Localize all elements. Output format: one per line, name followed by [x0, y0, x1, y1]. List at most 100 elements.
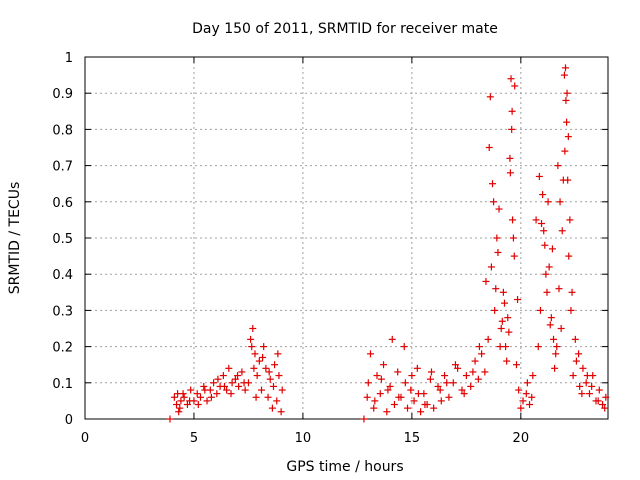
data-point — [566, 216, 574, 224]
data-point — [408, 372, 416, 380]
data-point — [219, 372, 227, 380]
data-point — [179, 390, 187, 398]
data-point — [380, 361, 388, 369]
data-point — [554, 162, 562, 170]
data-point — [512, 361, 520, 369]
data-point — [363, 393, 371, 401]
data-point — [556, 198, 564, 206]
data-point — [475, 343, 483, 351]
data-point — [486, 93, 494, 101]
data-point — [494, 248, 502, 256]
data-point — [258, 386, 266, 394]
data-point — [467, 382, 475, 390]
data-point — [500, 299, 508, 307]
data-point — [504, 314, 512, 322]
data-point — [183, 401, 191, 409]
data-point — [585, 390, 593, 398]
data-point — [594, 397, 602, 405]
data-point — [194, 401, 202, 409]
data-point — [426, 375, 434, 383]
data-point — [166, 415, 174, 423]
data-point — [170, 393, 178, 401]
data-point — [487, 263, 495, 271]
data-point — [568, 288, 576, 296]
data-point — [508, 125, 516, 133]
data-point — [228, 379, 236, 387]
data-point — [366, 350, 374, 358]
data-point — [493, 234, 501, 242]
x-axis-label: GPS time / hours — [286, 459, 403, 475]
data-point — [571, 335, 579, 343]
data-point — [538, 220, 546, 228]
data-point — [481, 368, 489, 376]
data-point — [558, 227, 566, 235]
data-point — [509, 216, 517, 224]
data-point — [528, 393, 536, 401]
data-point — [449, 379, 457, 387]
data-point — [484, 335, 492, 343]
data-point — [250, 364, 258, 372]
x-tick-label: 20 — [513, 431, 530, 446]
data-point — [523, 379, 531, 387]
y-tick-label: 0.9 — [52, 87, 73, 102]
data-point — [275, 372, 283, 380]
data-point — [395, 393, 403, 401]
data-point — [588, 382, 596, 390]
data-point — [495, 205, 503, 213]
data-point — [180, 393, 188, 401]
data-point — [175, 408, 183, 416]
data-point — [177, 397, 185, 405]
data-point — [542, 270, 550, 278]
data-point — [434, 382, 442, 390]
data-point — [384, 386, 392, 394]
y-tick-label: 0.1 — [52, 377, 73, 392]
data-point — [565, 252, 573, 260]
data-point — [210, 379, 218, 387]
data-point — [417, 408, 425, 416]
data-point — [599, 401, 607, 409]
data-point — [388, 335, 396, 343]
data-point — [360, 415, 368, 423]
y-axis-label: SRMTID / TECUs — [7, 182, 23, 295]
data-point — [567, 306, 575, 314]
data-point — [545, 263, 553, 271]
chart-title: Day 150 of 2011, SRMTID for receiver mat… — [192, 21, 498, 37]
data-point — [572, 357, 580, 365]
data-point — [225, 364, 233, 372]
y-tick-label: 0.6 — [52, 196, 73, 211]
data-point — [383, 408, 391, 416]
data-point — [553, 343, 561, 351]
data-point — [560, 71, 568, 79]
data-point — [534, 343, 542, 351]
data-point — [227, 390, 235, 398]
data-point — [582, 379, 590, 387]
data-point — [485, 144, 493, 151]
x-tick-label: 0 — [81, 431, 89, 446]
data-point — [376, 390, 384, 398]
data-point — [498, 317, 506, 325]
data-point — [377, 375, 385, 383]
data-point — [390, 401, 398, 409]
data-point — [277, 408, 285, 416]
data-point — [555, 285, 563, 293]
y-tick-label: 0.5 — [52, 232, 73, 247]
data-point — [550, 335, 558, 343]
data-point — [271, 361, 279, 369]
data-point — [269, 382, 277, 390]
data-point — [489, 180, 497, 188]
data-point — [576, 382, 584, 390]
data-point — [460, 390, 468, 398]
data-point — [540, 227, 548, 235]
data-point — [602, 393, 610, 401]
data-point — [469, 368, 477, 376]
data-point — [462, 372, 470, 380]
data-point — [508, 107, 516, 115]
data-point — [386, 382, 394, 390]
data-point — [410, 397, 418, 405]
data-point — [451, 361, 459, 369]
data-point — [478, 350, 486, 358]
data-point — [187, 386, 195, 394]
data-point — [407, 386, 415, 394]
data-point — [266, 375, 274, 383]
data-point — [193, 390, 201, 398]
